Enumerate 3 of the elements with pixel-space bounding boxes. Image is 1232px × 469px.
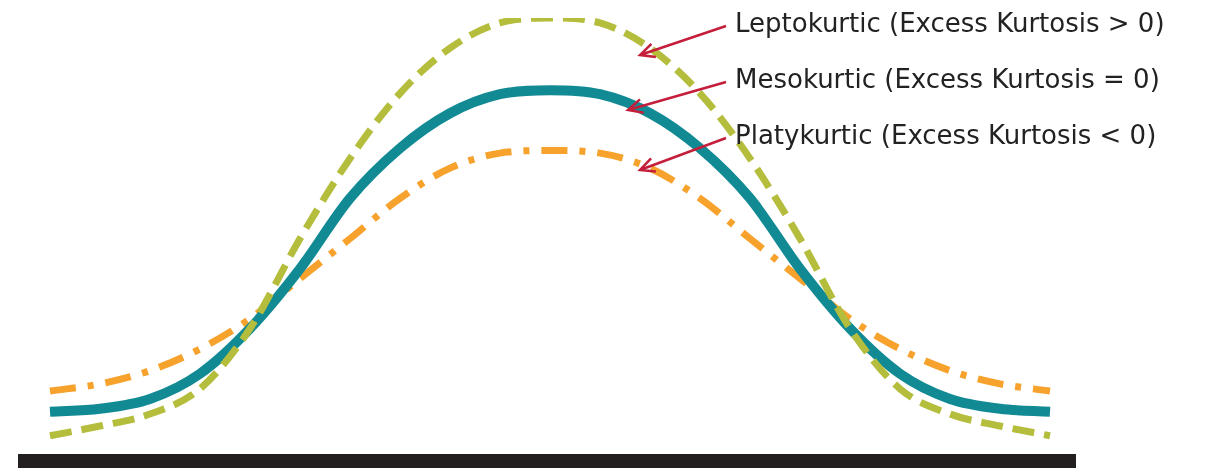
text: Platykurtic (Excess Kurtosis < 0) (735, 120, 1157, 150)
text: Leptokurtic (Excess Kurtosis > 0) (735, 8, 1165, 38)
text: Mesokurtic (Excess Kurtosis = 0) (735, 64, 1160, 94)
